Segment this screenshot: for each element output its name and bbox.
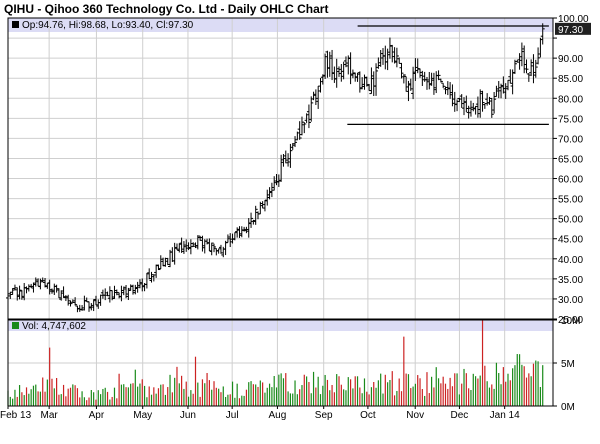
x-tick-label: Aug (269, 410, 287, 421)
price-tick-label: 40.00 (558, 255, 583, 266)
last-price-label: 97.30 (558, 25, 583, 36)
x-tick-label: Mar (41, 410, 59, 421)
volume-tick-label: 0M (561, 402, 575, 413)
x-tick-label: Jul (226, 410, 239, 421)
price-tick-label: 50.00 (558, 215, 583, 226)
price-tick-label: 70.00 (558, 134, 583, 145)
price-tick-label: 35.00 (558, 275, 583, 286)
x-tick-label: Dec (451, 410, 469, 421)
price-tick-label: 65.00 (558, 154, 583, 165)
price-tick-label: 75.00 (558, 114, 583, 125)
price-legend-marker (12, 21, 19, 28)
price-panel-border (7, 17, 554, 320)
price-panel (8, 18, 553, 319)
x-tick-label: Jan 14 (490, 410, 520, 421)
price-tick-label: 45.00 (558, 235, 583, 246)
price-tick-label: 30.00 (558, 295, 583, 306)
price-tick-label: 60.00 (558, 175, 583, 186)
price-tick-label: 85.00 (558, 74, 583, 85)
price-legend-band (8, 18, 553, 32)
price-tick-label: 90.00 (558, 54, 583, 65)
x-tick-label: Jun (180, 410, 196, 421)
volume-legend-band (8, 320, 553, 331)
volume-tick-label: 10M (561, 316, 580, 327)
volume-legend-marker (12, 322, 19, 329)
x-tick-label: May (133, 410, 152, 421)
price-tick-label: 100.00 (558, 14, 589, 25)
volume-tick-label: 5M (561, 359, 575, 370)
price-legend-text: Op:94.76, Hi:98.68, Lo:93.40, Cl:97.30 (22, 20, 194, 31)
x-tick-label: Apr (89, 410, 105, 421)
price-tick-label: 55.00 (558, 195, 583, 206)
price-tick-label: 25.00 (558, 315, 583, 326)
last-price-box (555, 22, 591, 35)
x-tick-label: Sep (315, 410, 333, 421)
x-tick-label: Nov (406, 410, 424, 421)
volume-legend-text: Vol: 4,747,602 (22, 321, 86, 332)
x-tick-label: Feb 13 (0, 410, 32, 421)
x-tick-label: Oct (360, 410, 376, 421)
price-tick-label: 80.00 (558, 94, 583, 105)
chart-title: QIHU - Qihoo 360 Technology Co. Ltd - Da… (4, 2, 329, 16)
